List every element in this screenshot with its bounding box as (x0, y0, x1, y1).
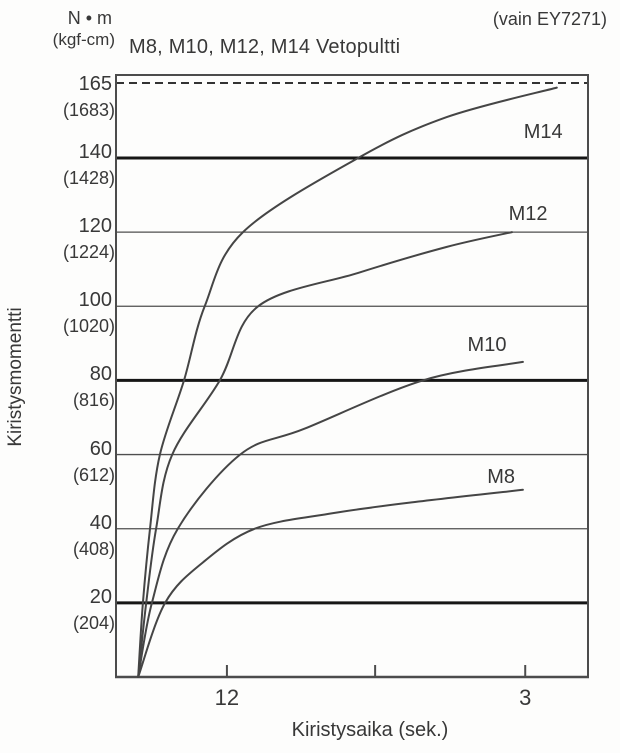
y-tick-value-20: 20 (89, 585, 112, 608)
x-tick-label-3: 3 (519, 685, 532, 710)
y-tick-value-80: 80 (89, 363, 112, 386)
x-tick-label-12: 12 (214, 685, 240, 710)
y-tick-value-120: 120 (78, 215, 112, 238)
x-axis-label: Kiristysaika (sek.) (291, 719, 449, 741)
y-tick-value-60: 60 (89, 437, 112, 460)
y-tick-kgf-165: (1683) (62, 100, 115, 120)
y-tick-kgf-40: (408) (72, 538, 115, 559)
curve-M12 (137, 231, 513, 678)
model-note: (vain EY7271) (492, 9, 607, 29)
curve-label-M14: M14 (523, 121, 563, 144)
curve-label-M12: M12 (508, 202, 548, 225)
plot-border (115, 74, 589, 678)
y-tick-kgf-100: (1020) (62, 316, 115, 337)
curve-M8 (137, 488, 524, 678)
y-tick-value-165: 165 (78, 73, 112, 95)
curve-label-M8: M8 (487, 465, 516, 488)
y-tick-value-40: 40 (89, 511, 112, 534)
curve-label-M10: M10 (467, 334, 507, 357)
curve-M10 (137, 360, 524, 678)
y-unit-label: N • m (67, 8, 112, 28)
y-tick-kgf-80: (816) (72, 390, 115, 411)
chart-title: M8, M10, M12, M14 Vetopultti (129, 36, 401, 58)
y-tick-value-100: 100 (78, 289, 112, 312)
y-tick-kgf-20: (204) (72, 612, 115, 633)
y-tick-kgf-60: (612) (72, 464, 115, 485)
y-tick-kgf-140: (1428) (62, 168, 115, 188)
y-tick-value-140: 140 (78, 141, 112, 163)
curve-M14 (137, 86, 558, 678)
y-unit-secondary-label: (kgf-cm) (52, 30, 115, 49)
y-tick-kgf-120: (1224) (62, 242, 115, 263)
